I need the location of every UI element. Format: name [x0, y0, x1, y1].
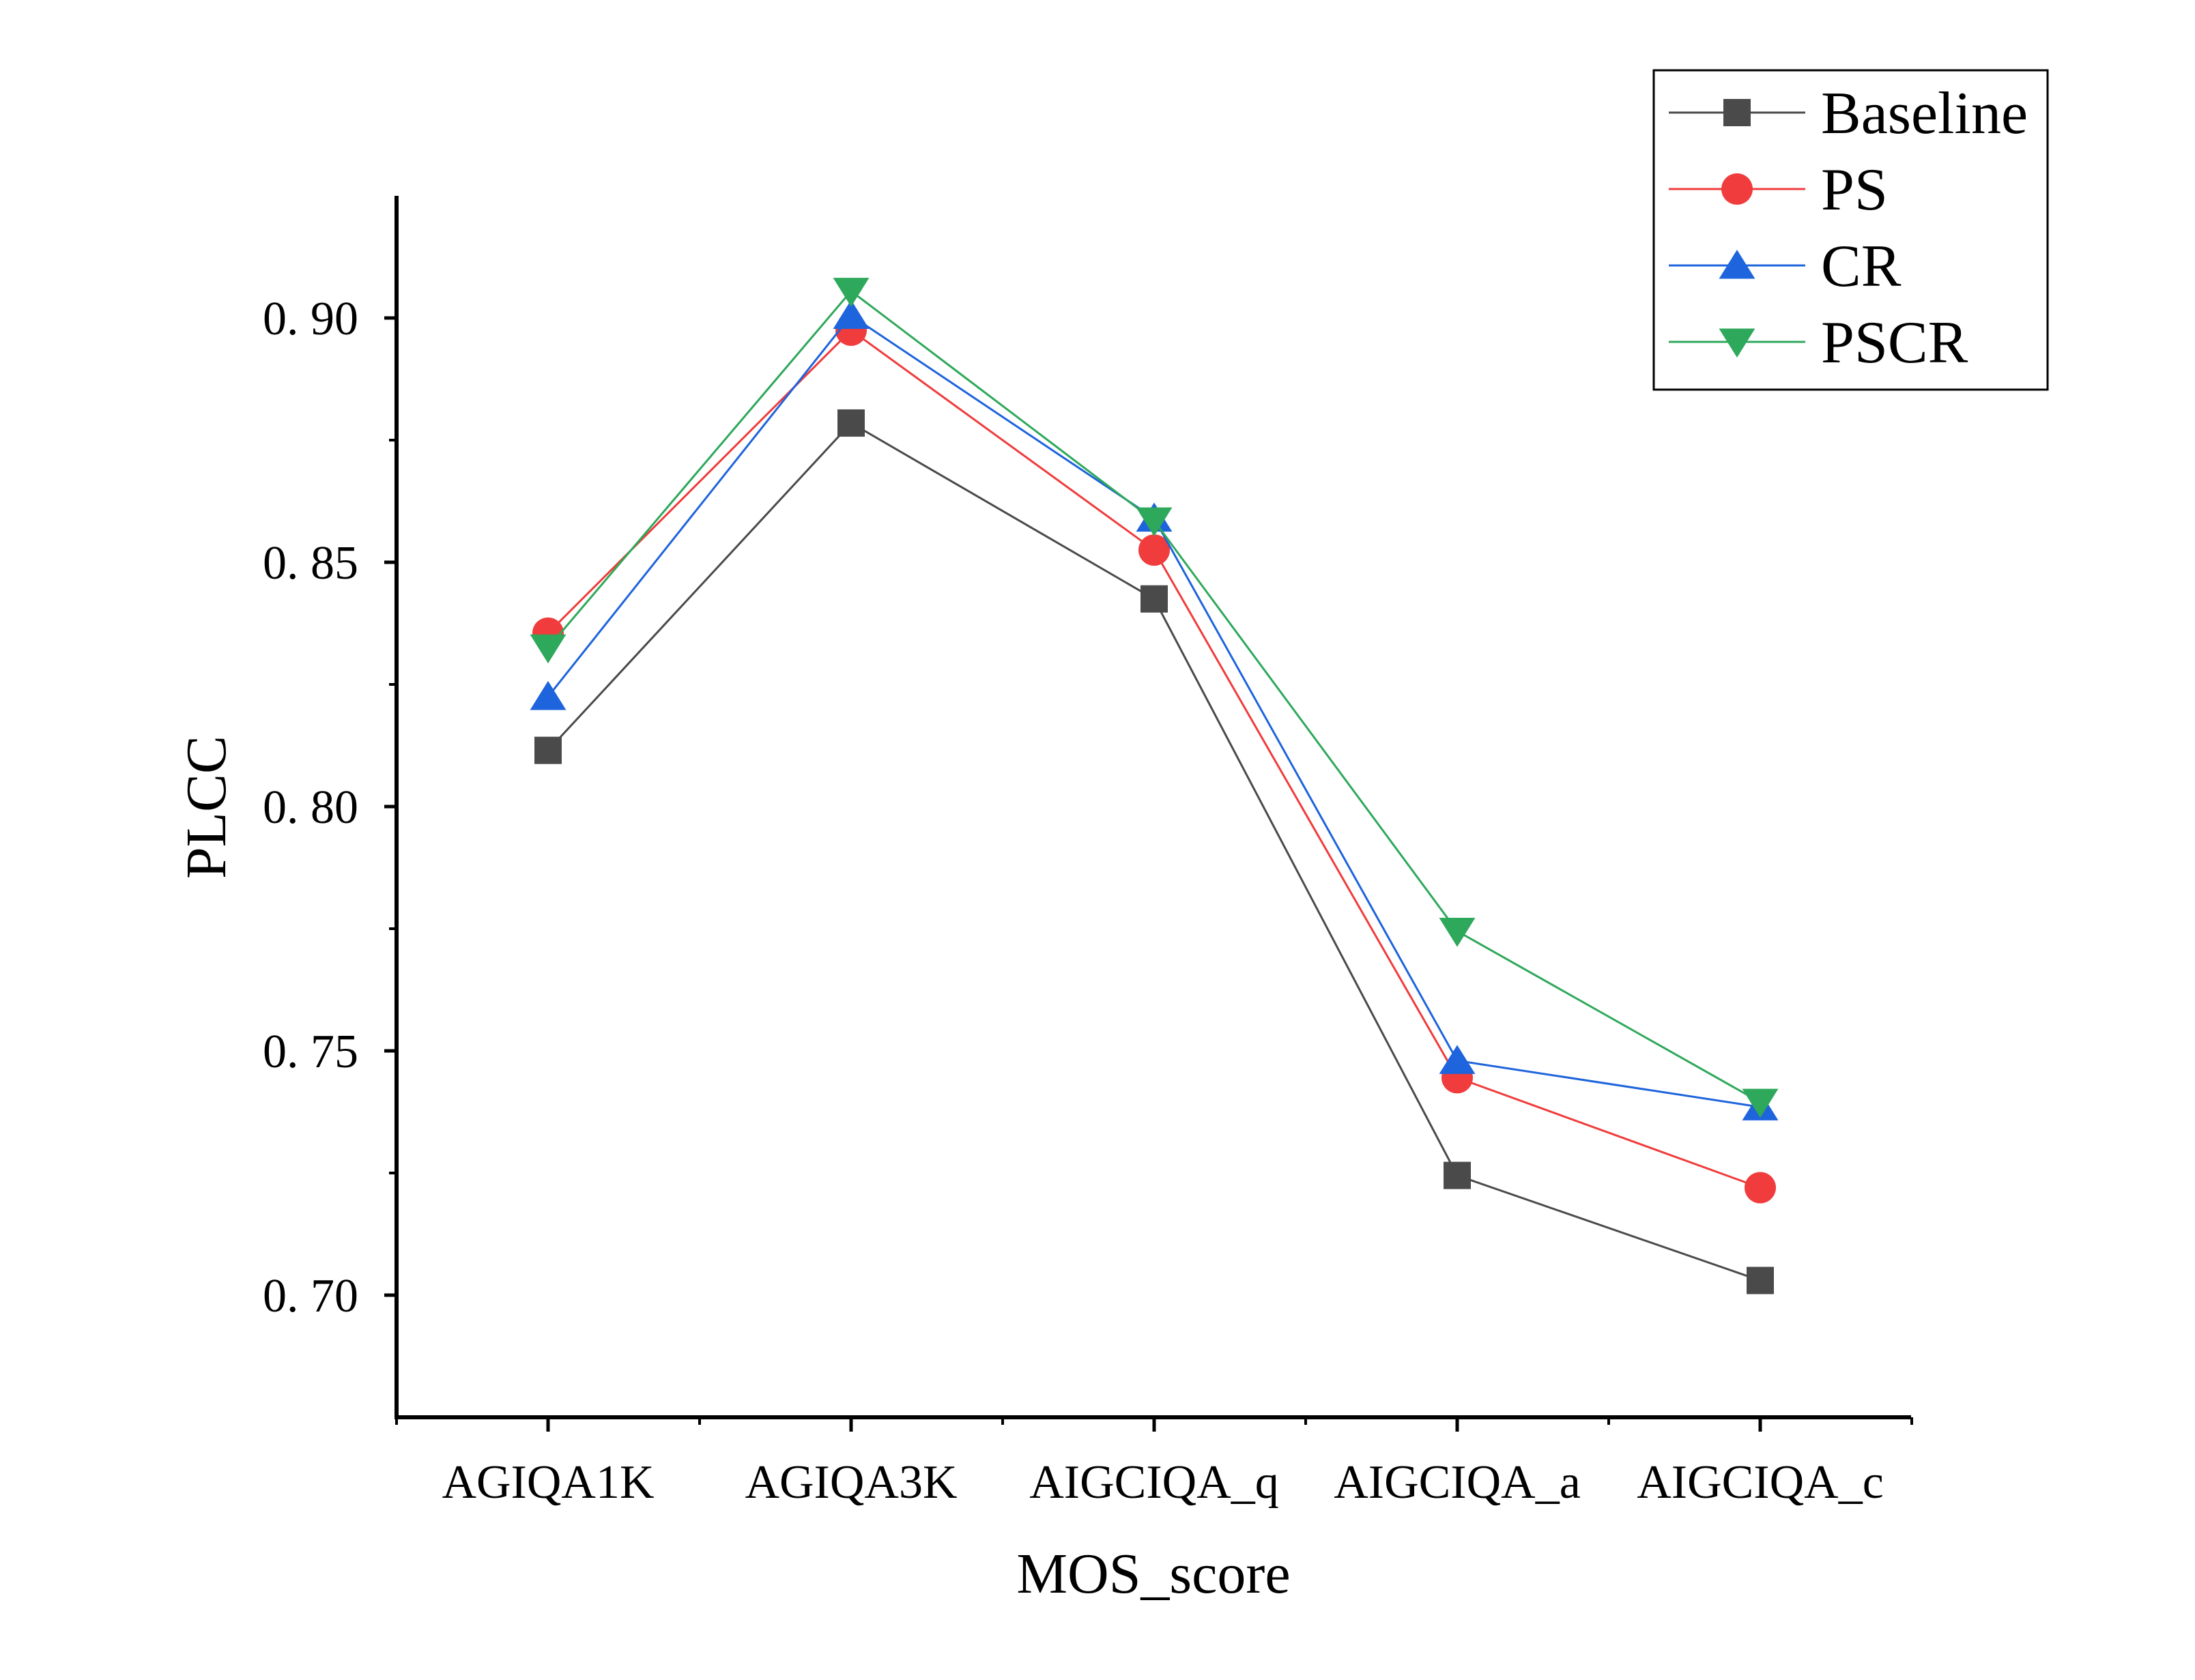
x-tick-label: AGIQA1K: [442, 1456, 654, 1509]
legend-item: Baseline: [1669, 81, 2028, 147]
y-tick-label: 0. 70: [263, 1270, 358, 1322]
y-axis-title: PLCC: [175, 736, 238, 879]
legend-label: PSCR: [1821, 310, 1968, 376]
series-baseline: [534, 409, 1774, 1294]
x-tick-label: AIGCIQA_a: [1334, 1456, 1581, 1509]
series-cr: [530, 300, 1779, 1120]
legend-marker: [1723, 99, 1751, 126]
data-point: [1136, 507, 1173, 537]
legend-marker: [1721, 173, 1753, 205]
data-point: [1444, 1161, 1471, 1189]
series-line: [547, 328, 1761, 1189]
y-tick-label: 0. 80: [263, 781, 358, 834]
legend-item: PS: [1669, 157, 1888, 223]
legend-label: PS: [1821, 157, 1888, 223]
data-point: [1742, 1088, 1779, 1118]
data-point: [1138, 534, 1170, 566]
y-tick-label: 0. 75: [263, 1026, 358, 1078]
data-point: [1747, 1266, 1774, 1294]
legend-item: PSCR: [1669, 310, 1968, 376]
series-layer: [530, 278, 1779, 1294]
y-tick-label: 0. 85: [263, 537, 358, 590]
data-point: [837, 409, 865, 437]
y-tick-label: 0. 90: [263, 293, 358, 345]
y-ticks: 0. 70 0. 75 0. 80 0. 85 0. 90: [263, 293, 397, 1322]
x-axis-title: MOS_score: [1016, 1542, 1290, 1606]
legend-box: [1652, 69, 2049, 391]
x-tick-label: AIGCIQA_c: [1637, 1456, 1884, 1509]
x-tick-label: AIGCIQA_q: [1029, 1456, 1279, 1509]
data-point: [833, 300, 870, 329]
legend-marker: [1719, 328, 1755, 358]
legend-label: Baseline: [1821, 81, 2028, 147]
data-point: [1745, 1172, 1776, 1204]
data-point: [530, 634, 566, 664]
data-point: [1140, 585, 1168, 613]
series-pscr: [530, 278, 1779, 1118]
series-line: [547, 289, 1761, 1103]
legend-label: CR: [1821, 233, 1902, 300]
legend-marker: [1719, 250, 1755, 279]
data-point: [534, 736, 562, 764]
legend-item: CR: [1669, 233, 1902, 300]
x-tick-label: AGIQA3K: [745, 1456, 957, 1509]
x-ticks: AGIQA1K AGIQA3K AIGCIQA_q AIGCIQA_a AIGCIQA_…: [395, 1417, 1913, 1509]
data-point: [1439, 918, 1476, 947]
data-point: [530, 680, 566, 710]
data-point: [833, 278, 870, 307]
data-point: [1439, 1045, 1476, 1074]
